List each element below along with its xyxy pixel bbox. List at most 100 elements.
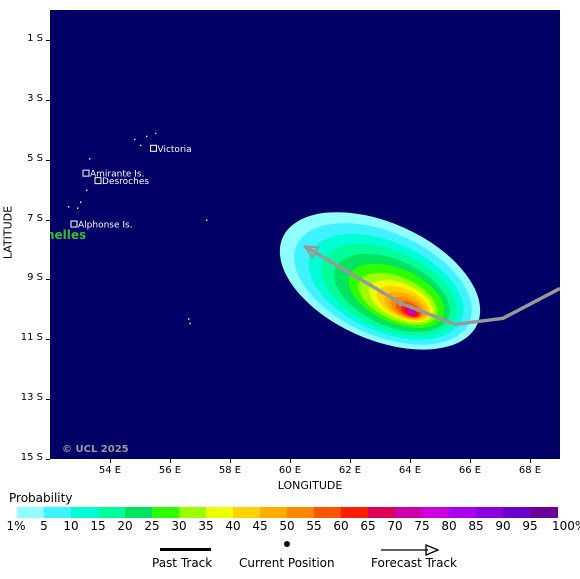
islet-speck [134,138,136,141]
probability-tick-label: 35 [198,519,214,533]
island-marker [82,169,90,177]
country-label: nelles [50,228,86,242]
probability-tick-label: 25 [144,519,160,533]
probability-tick-label: 50 [279,519,295,533]
colorbar-swatch [530,507,558,518]
islet-speck [68,206,70,208]
islet-speck [189,322,191,325]
probability-tick-label: 55 [306,519,322,533]
x-tick-mark [350,459,351,463]
x-tick-mark [170,459,171,463]
island-marker [150,144,157,152]
forecast-track-line [304,244,561,327]
y-tick-mark [46,39,50,41]
islet-speck [140,144,142,147]
x-tick-label: 58 E [218,465,242,476]
x-tick-mark [410,459,411,463]
probability-tick-label: 45 [252,519,268,533]
x-tick-mark [470,459,471,463]
y-tick-label: 11 S [20,332,43,344]
x-axis-title: LONGITUDE [277,479,343,492]
colorbar-swatch [260,507,288,518]
probability-tick-label: 60 [333,519,349,533]
island-layer: Victoria Amirante Is.Desroches Alphonse Is… [68,132,208,325]
y-tick-mark [46,159,50,161]
islet-speck [86,189,88,191]
forecast-track-symbol [381,544,440,556]
current-position-symbol [284,541,290,547]
x-tick-label: 54 E [98,465,122,476]
colorbar-swatch [17,507,45,518]
x-tick-mark [230,459,231,463]
probability-tick-label: 70 [387,519,403,533]
probability-tick-label: 15 [90,519,106,533]
probability-tick-label: 30 [171,519,187,533]
y-tick-label: 7 S [27,212,43,224]
strike-probability-map: Victoria Amirante Is.Desroches Alphonse Is… [46,10,561,459]
islet-speck [80,201,82,203]
x-tick-mark [530,459,531,463]
colorbar-swatch [152,507,180,518]
probability-tick-label: 80 [441,519,457,533]
probability-tick-label: 5 [40,519,48,533]
colorbar-swatch [179,507,207,518]
islet-speck [206,219,208,221]
colorbar-swatch [341,507,369,518]
probability-tick-label: 20 [117,519,133,533]
y-tick-label: 13 S [20,392,43,404]
y-tick-label: 15 S [20,452,43,463]
island-label: Amirante Is. [90,170,144,180]
islet-speck [146,135,148,138]
x-tick-label: 64 E [398,465,422,476]
colorbar-swatch [71,507,99,518]
island-label: Victoria [158,145,192,155]
forecast-track-arrowhead [303,245,321,260]
current-position-label: Current Position [239,556,335,570]
past-track-symbol [160,548,211,551]
colorbar-swatch [98,507,126,518]
forecast-track-label: Forecast Track [371,556,457,570]
colorbar-swatch [476,507,504,518]
y-tick-mark [46,99,50,101]
y-tick-label: 3 S [27,92,43,104]
island-marker [70,220,78,228]
probability-colorbar [17,507,558,518]
probability-tick-label: 75 [414,519,430,533]
probability-title: Probability [9,491,73,505]
x-tick-mark [110,459,111,463]
colorbar-swatch [287,507,315,518]
islet-speck [188,318,190,320]
islet-speck [89,158,91,160]
current-position-marker [398,300,404,307]
probability-tick-label: 85 [468,519,484,533]
y-tick-mark [46,219,50,221]
colorbar-swatch [449,507,477,518]
colorbar-swatch [395,507,423,518]
probability-tick-label: 1% [6,519,26,533]
probability-tick-label: 10 [63,519,79,533]
island-marker [94,177,102,185]
x-tick-label: 68 E [518,465,542,476]
colorbar-swatch [125,507,153,518]
colorbar-swatch [314,507,342,518]
y-tick-mark [46,459,50,460]
x-tick-mark [290,459,291,463]
past-track-label: Past Track [152,556,213,570]
probability-tick-label: 40 [225,519,241,533]
probability-contour [408,309,415,315]
probability-tick-label: 90 [495,519,511,533]
probability-tick-label: 95 [522,519,538,533]
y-tick-mark [46,339,50,341]
islet-speck [155,132,157,135]
map-panel: Victoria Amirante Is. Desroches Alphonse Is… [46,10,561,459]
colorbar-swatch [44,507,72,518]
y-tick-label: 1 S [27,32,43,44]
island-label: Desroches [102,177,149,187]
y-tick-label: 5 S [27,152,43,164]
y-tick-mark [46,399,50,401]
island-label: Alphonse Is. [78,221,133,231]
y-tick-mark [46,279,50,281]
islet-speck [77,207,79,209]
colorbar-swatch [368,507,396,518]
x-tick-label: 62 E [338,465,362,476]
